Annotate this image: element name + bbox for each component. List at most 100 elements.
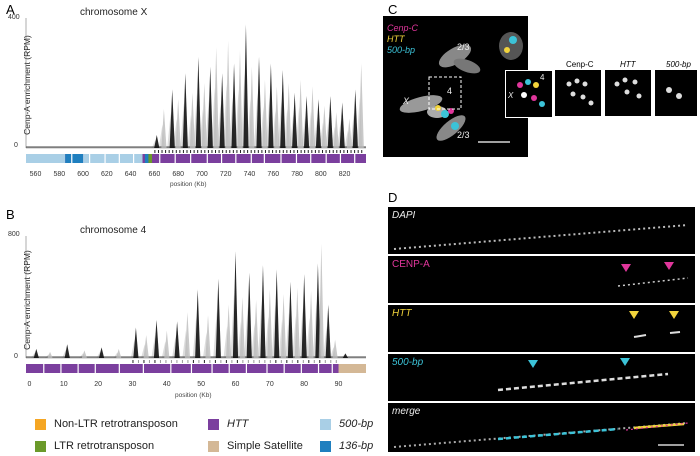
chart-a-xlabel: position (Kb)	[170, 181, 207, 188]
peak-mark	[303, 96, 310, 148]
panel-c-chromosomes	[399, 32, 523, 143]
track-gap	[94, 364, 96, 373]
peak-mark	[309, 86, 316, 148]
panel-c-letter: C	[388, 2, 398, 17]
panel-d-dapi: DAPI	[388, 207, 695, 254]
legend-136bp: 136-bp	[320, 440, 373, 452]
track-segment	[26, 154, 66, 163]
chart-a-xticks: 560 580 600 620 640 660 680 700 720 740 760 780 800 8…	[26, 171, 366, 181]
track-insertion	[336, 150, 338, 153]
peak-mark	[267, 289, 273, 358]
track-insertion	[297, 360, 299, 363]
x-tick-label: 90	[334, 381, 343, 388]
track-insertion	[279, 150, 281, 153]
track-insertion	[280, 360, 282, 363]
track-insertion	[322, 150, 324, 153]
legend-label-satellite: Simple Satellite	[227, 440, 303, 452]
legend-htt: HTT	[208, 418, 248, 430]
track-insertion	[250, 150, 252, 153]
panel-c-legend-cenpc: Cenp-C	[387, 23, 419, 33]
track-insertion	[215, 150, 217, 153]
panel-d-label-merge: merge	[392, 406, 421, 417]
track-insertion	[186, 150, 188, 153]
track-insertion	[168, 150, 170, 153]
track-insertion	[318, 150, 320, 153]
peak-mark	[175, 99, 181, 148]
track-insertion	[357, 150, 359, 153]
panel-b-letter: B	[6, 207, 15, 222]
track-insertion	[302, 360, 304, 363]
track-segment	[65, 154, 84, 163]
panel-d-cenpa-fiber	[617, 262, 689, 287]
panel-c-label-x: X	[403, 96, 410, 106]
panel-d-label-cenpa: CENP-A	[392, 259, 430, 270]
track-insertion	[243, 150, 245, 153]
track-segment	[338, 364, 366, 373]
peak-mark	[232, 251, 239, 358]
track-insertion	[264, 360, 266, 363]
peak-mark	[308, 290, 314, 358]
x-tick-label: 70	[265, 381, 274, 388]
panel-d-500bp: 500-bp	[388, 354, 695, 401]
chart-b-ytick-top: 800	[8, 231, 20, 238]
track-insertion	[218, 150, 220, 153]
track-insertion	[157, 150, 159, 153]
track-insertion	[275, 360, 277, 363]
x-tick-label: 10	[59, 381, 68, 388]
peak-mark	[205, 315, 211, 358]
x-tick-label: 640	[124, 171, 137, 178]
chart-b-xticks: 0 10 20 30 40 50 60 70 80 90	[26, 381, 366, 391]
track-gap	[174, 154, 176, 163]
track-gap	[89, 154, 91, 163]
peak-mark	[262, 79, 268, 148]
panel-d-htt-fiber	[629, 311, 681, 338]
legend-label-htt: HTT	[227, 418, 249, 430]
x-tick-label: 760	[267, 171, 280, 178]
peak-mark	[207, 66, 213, 148]
track-insertion	[261, 150, 263, 153]
track-insertion	[225, 150, 227, 153]
track-insertion	[308, 360, 310, 363]
track-insertion	[143, 360, 145, 363]
peak-mark	[239, 297, 245, 358]
track-insertion	[132, 360, 134, 363]
track-insertion	[350, 150, 352, 153]
panel-d-label-500bp: 500-bp	[392, 357, 424, 368]
panel-c-inset-merge-dots	[517, 79, 545, 107]
peak-mark	[243, 24, 249, 148]
track-insertion	[272, 150, 274, 153]
track-gap	[132, 154, 135, 163]
legend-ltr: LTR retrotransposon	[35, 440, 154, 452]
panel-d-merge: merge	[388, 403, 695, 452]
track-insertion	[176, 360, 178, 363]
track-insertion	[254, 150, 256, 153]
track-segment	[144, 154, 149, 163]
peak-mark	[339, 102, 345, 148]
track-gap	[295, 154, 298, 163]
panel-d-letter: D	[388, 190, 398, 205]
track-insertion	[159, 360, 161, 363]
track-insertion	[236, 360, 238, 363]
track-gap	[220, 154, 223, 163]
track-insertion	[193, 150, 195, 153]
track-insertion	[343, 150, 345, 153]
peak-mark	[189, 92, 196, 148]
x-tick-label: 800	[314, 171, 327, 178]
track-insertion	[361, 150, 363, 153]
legend-satellite: Simple Satellite	[208, 440, 303, 452]
track-insertion	[242, 360, 244, 363]
track-gap	[266, 364, 268, 373]
peak-mark	[225, 40, 231, 148]
x-tick-label: 660	[148, 171, 161, 178]
track-insertion	[236, 150, 238, 153]
track-insertion	[253, 360, 255, 363]
track-insertion	[354, 150, 356, 153]
track-segment	[148, 154, 153, 163]
chart-b-annotation-track	[26, 360, 366, 373]
peak-mark	[81, 350, 87, 358]
track-insertion	[314, 150, 316, 153]
track-gap	[310, 154, 312, 163]
track-insertion	[258, 360, 260, 363]
track-insertion	[319, 360, 321, 363]
peak-mark	[318, 243, 324, 358]
